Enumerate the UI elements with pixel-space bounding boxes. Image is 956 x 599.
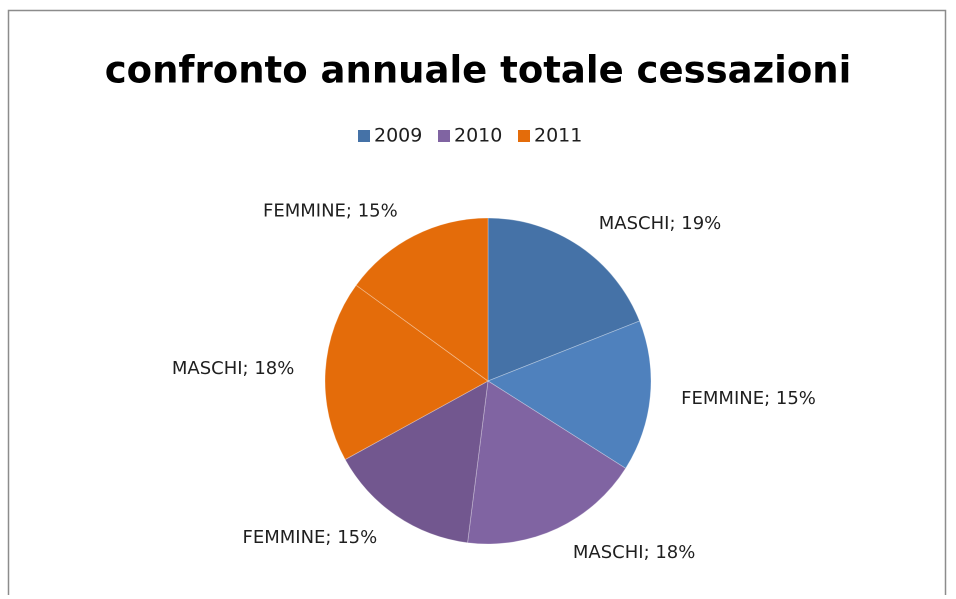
pie-slice [487, 320, 652, 469]
data-label: MASCHI; 19% [599, 213, 721, 234]
legend-label: 2011 [534, 125, 582, 147]
pie-slice [324, 284, 489, 461]
chart-frame [7, 9, 947, 595]
data-label: MASCHI; 18% [172, 358, 294, 379]
data-label: MASCHI; 18% [573, 542, 695, 563]
chart-title: confronto annuale totale cessazioni [105, 49, 852, 92]
legend-swatch [518, 130, 530, 142]
legend-swatch [358, 130, 370, 142]
pie-slice [467, 380, 627, 545]
legend-label: 2009 [374, 125, 422, 147]
legend-swatch [438, 130, 450, 142]
data-label: FEMMINE; 15% [263, 201, 398, 222]
data-label: FEMMINE; 15% [681, 388, 816, 409]
pie-slice [487, 217, 641, 382]
pie-slice [355, 217, 489, 382]
pie-slice [344, 380, 489, 544]
data-label: FEMMINE; 15% [242, 527, 377, 548]
legend-label: 2010 [454, 125, 502, 147]
